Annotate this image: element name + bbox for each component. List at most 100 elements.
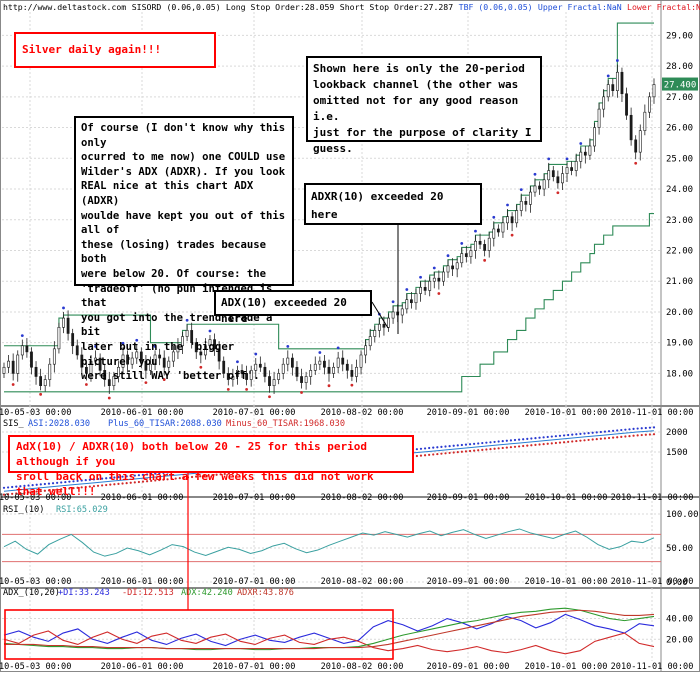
- tisar-plus-dot: [419, 447, 423, 450]
- candle-body: [506, 216, 509, 224]
- upper-fractal-marker: [606, 74, 610, 78]
- tisar-plus-dot: [121, 475, 124, 478]
- candle-body: [409, 299, 413, 304]
- candle-body: [20, 345, 24, 356]
- tisar-plus-dot: [538, 436, 541, 439]
- lower-fractal-marker: [437, 292, 441, 295]
- price-tag-box: [662, 77, 698, 91]
- candle-body: [341, 357, 345, 365]
- tisar-plus-dot: [595, 431, 598, 434]
- tisar-minus-dot: [628, 434, 631, 438]
- tisar-plus-dot: [51, 482, 55, 485]
- tisar-minus-dot: [141, 480, 145, 483]
- candle-body: [350, 370, 354, 377]
- candle-body: [43, 379, 47, 387]
- tisar-minus-dot: [648, 433, 652, 436]
- candle-body: [638, 130, 642, 153]
- x-tick-label: 2010-10-01 00:00: [525, 408, 608, 418]
- tisar-plus-dot: [456, 444, 459, 447]
- candle-body: [538, 185, 541, 190]
- tisar-plus-dot: [517, 438, 521, 441]
- tisar-minus-dot: [493, 447, 496, 450]
- candle-body: [153, 354, 157, 365]
- tisar-minus-dot: [612, 436, 615, 439]
- candle-body: [313, 363, 317, 371]
- candle-body: [62, 317, 65, 328]
- candle-body: [236, 370, 239, 377]
- tisar-plus-dot: [19, 485, 22, 488]
- tisar-minus-dot: [534, 443, 537, 446]
- tisar-minus-dot: [485, 448, 488, 451]
- tisar-minus-dot: [88, 485, 91, 488]
- candle-body: [533, 185, 537, 193]
- tisar-plus-dot: [526, 437, 529, 440]
- candle-body: [524, 201, 528, 205]
- candle-body: [565, 167, 569, 174]
- tisar-minus-dot: [47, 489, 51, 492]
- candle-body: [400, 308, 404, 316]
- candle-body: [2, 366, 6, 374]
- tisar-minus-dot: [517, 445, 521, 448]
- tisar-plus-dot: [542, 436, 545, 439]
- candle-body: [167, 360, 171, 368]
- x-tick-label: 2010-06-01 00:00: [101, 662, 184, 672]
- candle-body: [181, 336, 184, 347]
- candle-body: [226, 373, 230, 380]
- candle-body: [323, 360, 326, 368]
- tisar-minus-dot: [620, 435, 623, 438]
- tisar-plus-dot: [567, 433, 570, 437]
- tisar-plus-dot: [522, 438, 525, 441]
- candle-body: [620, 71, 624, 95]
- tisar-plus-dot: [423, 447, 427, 450]
- x-tick-label: 2010-08-02 00:00: [321, 493, 404, 503]
- candle-body: [300, 376, 303, 383]
- tisar-minus-dot: [219, 473, 222, 476]
- candle-body: [442, 271, 445, 282]
- tisar-plus-dot: [6, 486, 10, 489]
- tisar-minus-dot: [542, 443, 545, 446]
- candle-body: [373, 330, 377, 337]
- upper-fractal-marker: [391, 300, 395, 304]
- candle-body: [268, 376, 271, 387]
- header-text: Lower Fractal:NaN: [627, 2, 700, 12]
- candle-body: [464, 253, 468, 257]
- tisar-plus-dot: [432, 446, 435, 449]
- tisar-plus-dot: [612, 429, 615, 432]
- lower-channel-line: [4, 213, 654, 393]
- tisar-minus-dot: [652, 433, 656, 436]
- x-tick-label: 2010-11-01 00:00: [611, 577, 694, 587]
- tisar-minus-dot: [39, 490, 42, 493]
- tisar-plus-dot: [546, 435, 549, 439]
- upper-fractal-marker: [506, 203, 509, 207]
- candle-body: [231, 376, 235, 380]
- tisar-plus-dot: [579, 432, 582, 435]
- candle-body: [419, 287, 422, 294]
- tisar-minus-dot: [27, 491, 30, 494]
- tisar-minus-dot: [199, 475, 202, 478]
- tisar-minus-dot: [109, 483, 112, 486]
- candle-body: [144, 360, 148, 371]
- y-tick-label: 50.00: [666, 544, 693, 554]
- tisar-minus-dot: [2, 493, 6, 496]
- tisar-plus-dot: [501, 440, 504, 443]
- upper-fractal-marker: [208, 329, 212, 333]
- candle-body: [94, 357, 97, 362]
- tisar-plus-dot: [460, 443, 463, 447]
- candle-body: [561, 173, 564, 184]
- tisar-plus-dot: [644, 426, 647, 430]
- upper-fractal-marker: [62, 306, 65, 310]
- wilder-note-line: these (losing) trades because both: [81, 238, 266, 266]
- x-tick-label: 2010-11-01 00:00: [611, 408, 694, 418]
- tisar-minus-dot: [133, 481, 136, 484]
- x-tick-label: 2010-08-02 00:00: [321, 662, 404, 672]
- y-tick-label: 40.00: [666, 615, 693, 625]
- tisar-minus-dot: [575, 439, 578, 443]
- tisar-minus-dot: [448, 451, 451, 455]
- x-tick-label: 2010-07-01 00:00: [213, 408, 296, 418]
- tisar-plus-dot: [603, 430, 607, 433]
- adx-header-text: ADX:42.240: [181, 588, 233, 598]
- tisar-minus-dot: [571, 440, 574, 443]
- candle-body: [432, 277, 436, 282]
- lower-fractal-marker: [39, 392, 43, 396]
- tisar-minus-dot: [489, 447, 492, 451]
